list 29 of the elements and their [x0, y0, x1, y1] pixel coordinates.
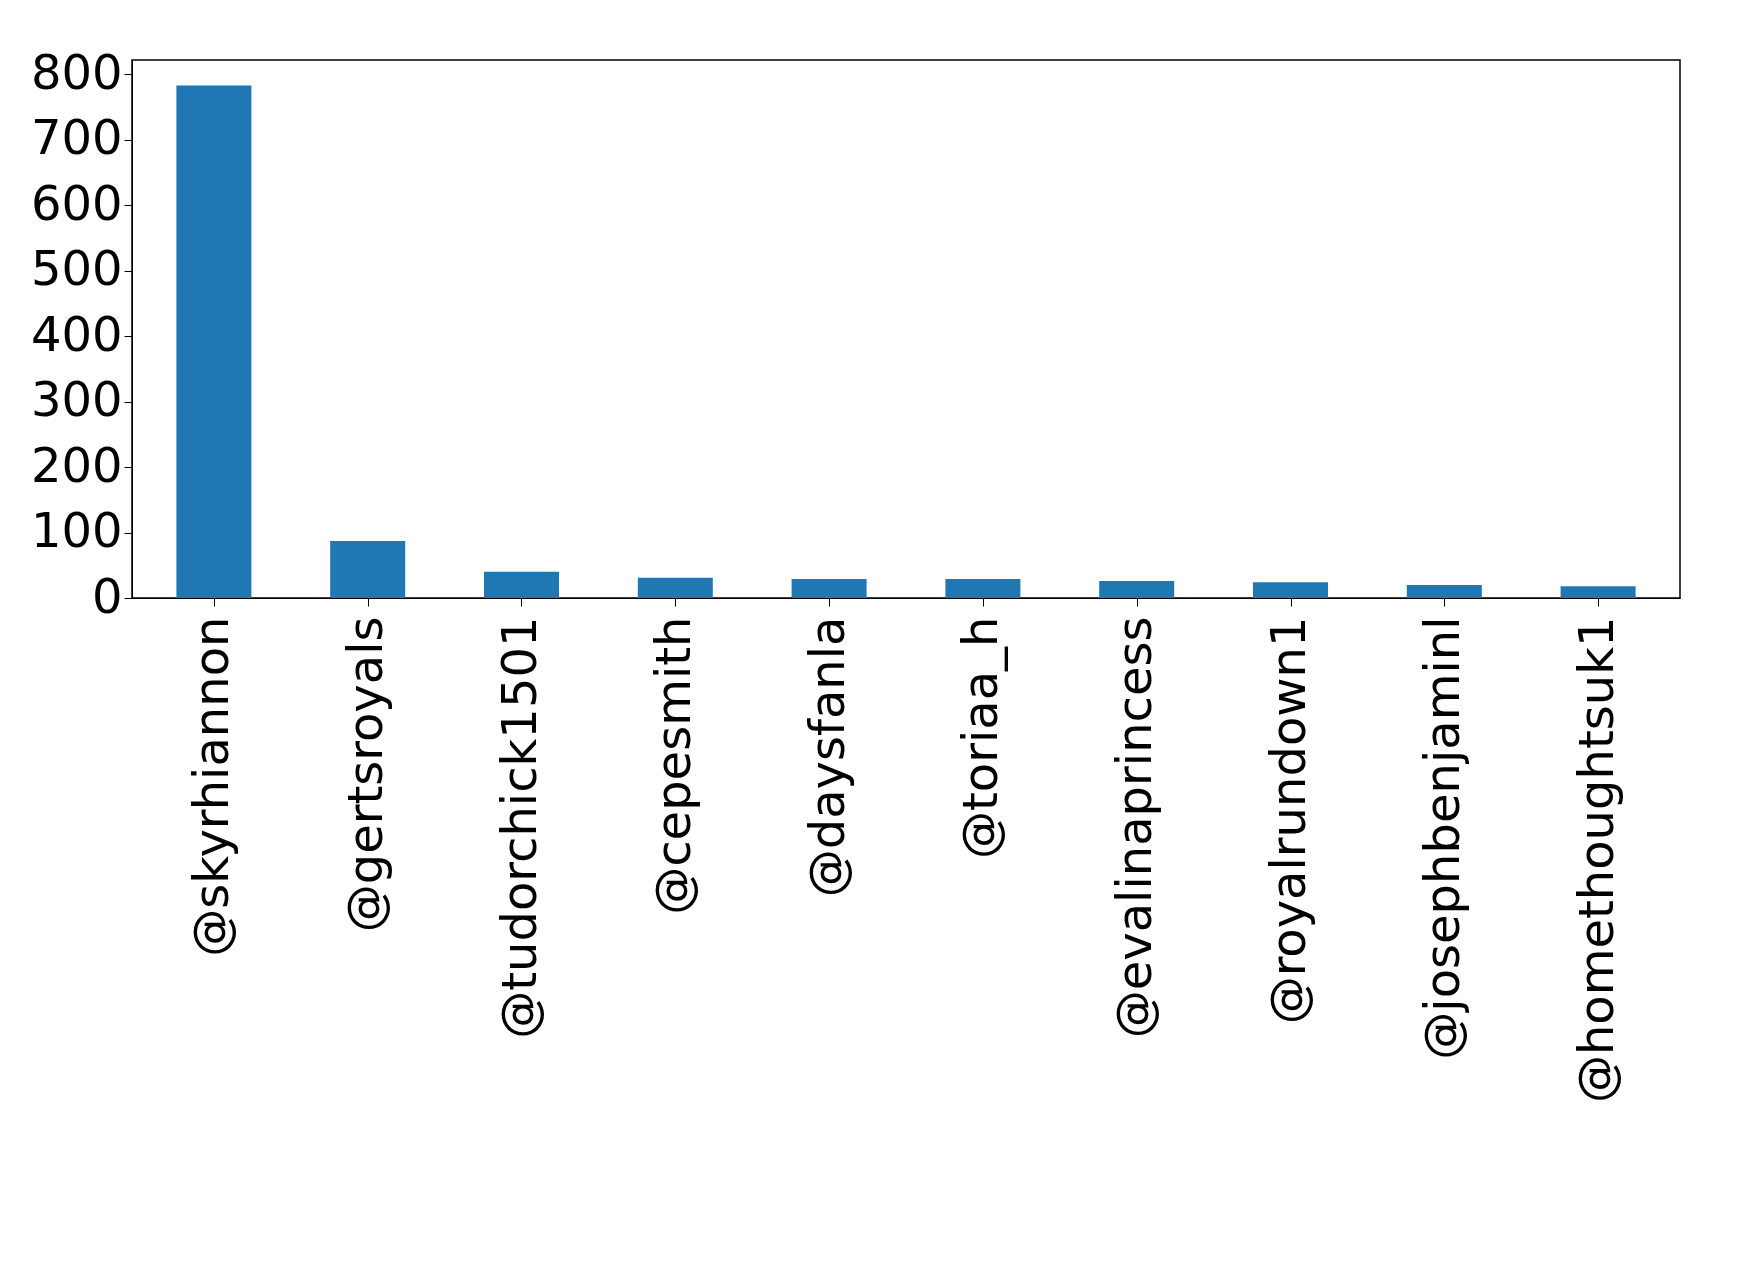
y-tick-label: 300 [30, 371, 123, 428]
x-tick-label: @tudorchick1501 [491, 616, 547, 1039]
bar [330, 541, 406, 598]
x-tick-label: @gertsroyals [337, 616, 394, 933]
bar [1406, 584, 1482, 598]
bar [1099, 580, 1175, 598]
x-tick-label: @royalrundown1 [1260, 616, 1316, 1025]
x-tick-label: @daysfanla [798, 616, 855, 898]
bar [1253, 582, 1328, 598]
y-tick-label: 200 [30, 436, 123, 493]
bar [791, 579, 867, 598]
x-tick-label: @toriaa_h [952, 616, 1009, 860]
y-tick-label: 700 [30, 109, 123, 166]
bar [945, 579, 1021, 598]
bar [637, 577, 713, 598]
y-tick-label: 600 [30, 174, 123, 231]
bar [484, 571, 559, 598]
x-tick-label: @evalinaprincess [1106, 616, 1163, 1039]
y-tick-label: 500 [30, 240, 123, 297]
bar [1560, 586, 1636, 598]
bar [176, 85, 252, 598]
y-tick-label: 400 [30, 305, 123, 362]
x-tick-label: @homethoughtsuk1 [1567, 616, 1624, 1104]
y-tick-label: 0 [91, 567, 123, 624]
x-tick-label: @josephbenjaminl [1413, 616, 1470, 1060]
y-tick-label: 800 [30, 43, 123, 100]
x-tick-label: @skyrhiannon [183, 616, 240, 957]
y-tick-label: 100 [30, 502, 123, 559]
x-tick-label: @cepesmith [644, 616, 701, 915]
